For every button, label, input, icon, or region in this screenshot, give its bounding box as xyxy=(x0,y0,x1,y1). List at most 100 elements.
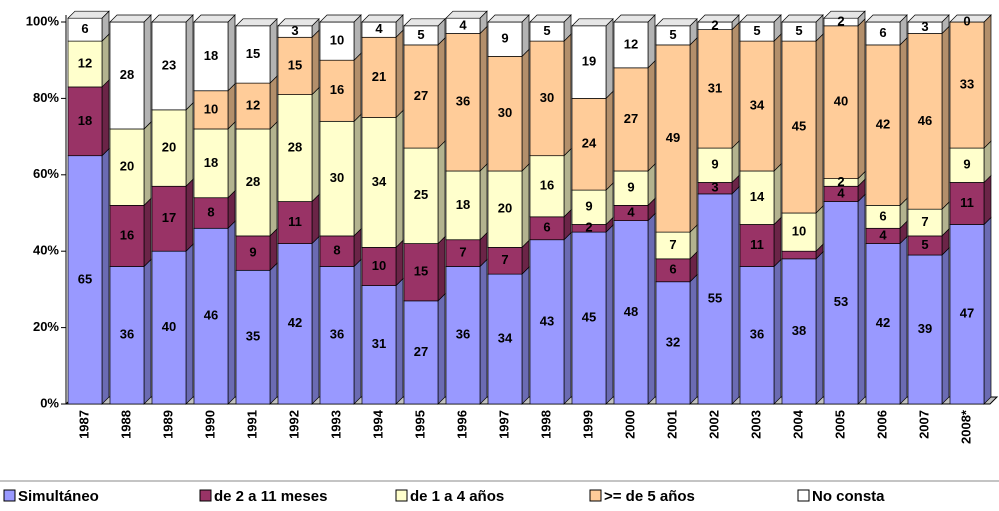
data-label: 8 xyxy=(207,204,214,219)
bar-segment xyxy=(319,59,355,122)
bar-side xyxy=(143,258,152,405)
bar-segment xyxy=(319,120,355,237)
data-label: 35 xyxy=(246,329,260,344)
data-label: 7 xyxy=(459,245,466,260)
data-label: 12 xyxy=(246,97,260,112)
data-label: 36 xyxy=(750,327,764,342)
y-tick-label: 60% xyxy=(33,166,59,181)
bar-segment xyxy=(277,94,313,202)
data-label: 6 xyxy=(543,220,550,235)
data-label: 45 xyxy=(582,309,596,324)
bar-segment xyxy=(487,56,523,172)
data-label: 9 xyxy=(627,180,634,195)
bar-segment xyxy=(193,227,229,405)
bar-top xyxy=(193,14,236,23)
bar-segment xyxy=(361,36,397,118)
bar-side xyxy=(311,86,320,203)
bar-segment xyxy=(571,98,607,191)
bar-side xyxy=(227,14,236,92)
bar-top xyxy=(277,18,320,27)
bar-top xyxy=(403,18,446,27)
bar-side xyxy=(605,224,614,405)
x-tick-label: 1999 xyxy=(580,410,595,439)
data-label: 36 xyxy=(456,94,470,109)
data-label: 42 xyxy=(876,117,890,132)
data-label: 7 xyxy=(501,252,508,267)
bar-segment xyxy=(235,235,271,271)
data-label: 28 xyxy=(288,139,302,154)
bar-side xyxy=(689,37,698,233)
bar-side xyxy=(983,216,992,405)
bar-segment xyxy=(697,193,733,405)
bar-side xyxy=(437,235,446,302)
bar-segment xyxy=(361,117,397,248)
data-label: 4 xyxy=(459,17,467,32)
x-tick-label: 2007 xyxy=(916,410,931,439)
y-tick-label: 40% xyxy=(33,243,59,258)
bar-segment xyxy=(151,21,187,111)
data-label: 36 xyxy=(120,327,134,342)
data-label: 18 xyxy=(456,197,470,212)
bar-side xyxy=(227,82,236,130)
bar-segment xyxy=(487,273,523,405)
bar-segment xyxy=(781,212,817,252)
x-tick-label: 1998 xyxy=(538,410,553,439)
data-label: 19 xyxy=(582,54,596,69)
data-label: 16 xyxy=(330,82,344,97)
data-label: 38 xyxy=(792,323,806,338)
data-label: 39 xyxy=(918,321,932,336)
bar-side xyxy=(227,121,236,199)
x-tick-label: 1995 xyxy=(412,410,427,439)
data-label: 2 xyxy=(585,220,592,235)
legend-swatch xyxy=(3,489,16,502)
bar-side xyxy=(899,235,908,405)
bar-side xyxy=(353,258,362,405)
x-tick-label: 1990 xyxy=(202,410,217,439)
bar-side xyxy=(395,277,404,405)
bar-side xyxy=(143,197,152,268)
bar-segment xyxy=(361,285,397,405)
bar-side xyxy=(521,163,530,249)
bar-side xyxy=(101,79,110,157)
bar-segment xyxy=(613,220,649,405)
bar-side xyxy=(941,247,950,405)
data-label: 31 xyxy=(708,80,722,95)
data-label: 6 xyxy=(669,262,676,277)
bar-side xyxy=(941,25,950,211)
data-label: 34 xyxy=(498,330,513,345)
data-label: 4 xyxy=(375,21,383,36)
data-label: 8 xyxy=(333,243,340,258)
data-label: 49 xyxy=(666,130,680,145)
bar-side xyxy=(101,147,110,405)
bar-side xyxy=(731,21,740,149)
data-label: 28 xyxy=(120,67,134,82)
bar-side xyxy=(437,293,446,405)
data-label: 34 xyxy=(750,97,765,112)
bar-segment xyxy=(907,208,943,237)
data-label: 15 xyxy=(414,264,428,279)
data-label: 4 xyxy=(627,204,635,219)
bar-side xyxy=(563,33,572,157)
bar-side xyxy=(773,258,782,405)
x-tick-label: 2006 xyxy=(874,410,889,439)
data-label: 36 xyxy=(456,327,470,342)
data-label: 30 xyxy=(498,105,512,120)
bar-side xyxy=(353,14,362,62)
bar-side xyxy=(101,33,110,88)
data-label: 7 xyxy=(669,237,676,252)
bar-segment xyxy=(865,243,901,405)
data-label: 30 xyxy=(330,170,344,185)
legend-label: >= de 5 años xyxy=(604,488,695,505)
bar-segment xyxy=(865,44,901,206)
data-label: 9 xyxy=(963,157,970,172)
bar-segment xyxy=(823,201,859,405)
bar-segment xyxy=(403,243,439,302)
bar-side xyxy=(185,14,194,111)
bar-side xyxy=(563,231,572,405)
data-label: 12 xyxy=(78,55,92,70)
bar-side xyxy=(815,250,824,405)
bar-segment xyxy=(907,254,943,405)
bar-side xyxy=(773,216,782,268)
bar-segment xyxy=(823,25,859,179)
